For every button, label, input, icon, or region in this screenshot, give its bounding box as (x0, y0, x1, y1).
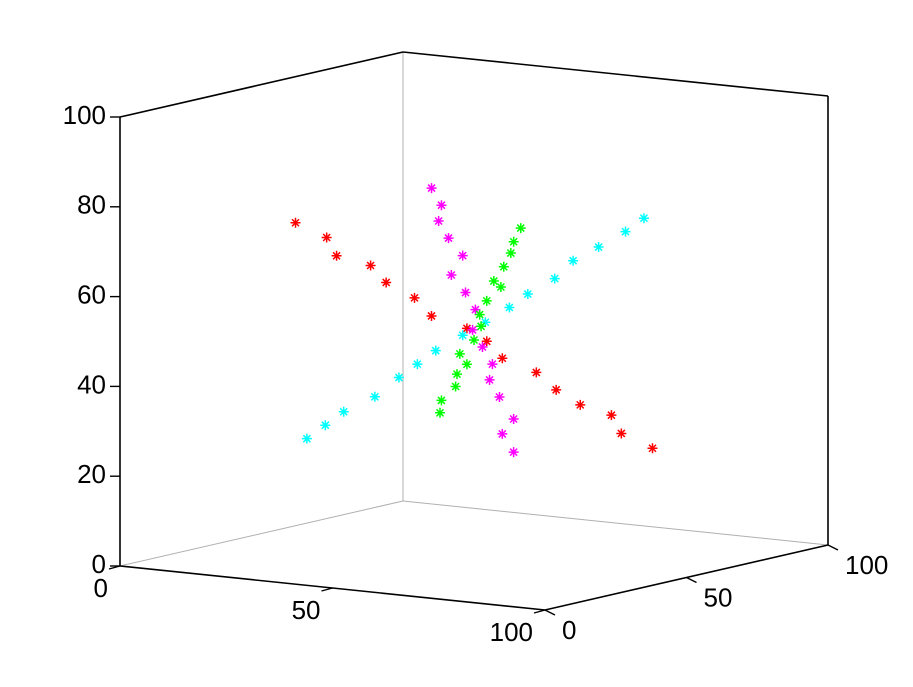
x-tick-label: 50 (292, 595, 321, 625)
y-tick-label: 0 (562, 615, 576, 645)
data-point (522, 289, 533, 300)
box-edge (402, 500, 829, 546)
data-point (290, 217, 301, 228)
data-point (497, 353, 508, 364)
data-point (365, 260, 376, 271)
data-point (467, 324, 478, 335)
data-point (531, 367, 542, 378)
data-point (452, 369, 462, 380)
data-point (338, 406, 349, 417)
data-point (461, 359, 472, 370)
y-tick-label: 100 (845, 550, 888, 580)
data-point (497, 428, 508, 439)
data-point (606, 410, 617, 421)
data-point (484, 374, 495, 385)
data-point (393, 372, 404, 383)
data-point (461, 323, 472, 334)
data-point (450, 381, 461, 392)
data-point (321, 232, 332, 243)
data-point (515, 223, 526, 234)
tick-mark (321, 587, 333, 592)
data-point (381, 277, 392, 288)
tick-mark (533, 609, 546, 614)
box-edge (402, 51, 829, 97)
data-point (446, 270, 457, 280)
tick-mark (827, 544, 839, 551)
tick-mark (544, 609, 556, 616)
data-point (454, 348, 465, 359)
x-tick-label: 0 (94, 573, 108, 603)
data-point (593, 242, 604, 253)
data-point (412, 359, 423, 370)
data-point (457, 330, 468, 341)
data-point (549, 273, 560, 284)
box-edge (119, 51, 404, 118)
z-tick-label: 100 (63, 100, 106, 130)
data-point (494, 391, 505, 402)
data-point (647, 443, 658, 454)
data-point (488, 276, 499, 287)
z-tick-label: 40 (77, 369, 106, 399)
data-point (301, 433, 312, 444)
data-point (508, 447, 519, 458)
data-point (477, 342, 488, 353)
data-point (430, 345, 441, 356)
data-point (568, 255, 579, 266)
box-edge (119, 500, 404, 567)
data-point (443, 233, 454, 244)
data-point (505, 248, 516, 259)
data-point (436, 200, 447, 211)
data-point (480, 317, 491, 328)
data-point (498, 261, 509, 272)
data-point (620, 226, 631, 237)
data-point (616, 428, 627, 439)
data-point (487, 359, 498, 370)
data-point (409, 292, 420, 303)
z-tick-label: 20 (77, 459, 106, 489)
data-point (469, 334, 479, 345)
data-point (508, 236, 519, 247)
data-point (638, 213, 649, 224)
z-tick-label: 0 (92, 549, 106, 579)
data-point (426, 183, 437, 194)
tick-mark (686, 576, 697, 584)
y-tick-label: 50 (704, 582, 733, 612)
data-point (508, 414, 519, 425)
data-point (426, 310, 437, 321)
data-point (435, 407, 445, 418)
data-point (474, 309, 485, 320)
data-point (457, 250, 468, 261)
z-tick-label: 80 (77, 190, 106, 220)
data-point (331, 250, 342, 261)
data-point (470, 304, 481, 315)
data-point (369, 391, 380, 402)
data-point (495, 282, 506, 292)
data-point (481, 336, 492, 347)
data-point (320, 420, 331, 431)
data-point (575, 399, 586, 410)
data-point (436, 395, 447, 406)
data-point (504, 302, 515, 313)
data-point (481, 295, 492, 306)
data-point (433, 215, 444, 226)
data-point (476, 321, 487, 332)
x-tick-label: 100 (490, 617, 533, 647)
data-point (551, 384, 562, 395)
z-tick-label: 60 (77, 279, 106, 309)
data-point (460, 287, 471, 298)
